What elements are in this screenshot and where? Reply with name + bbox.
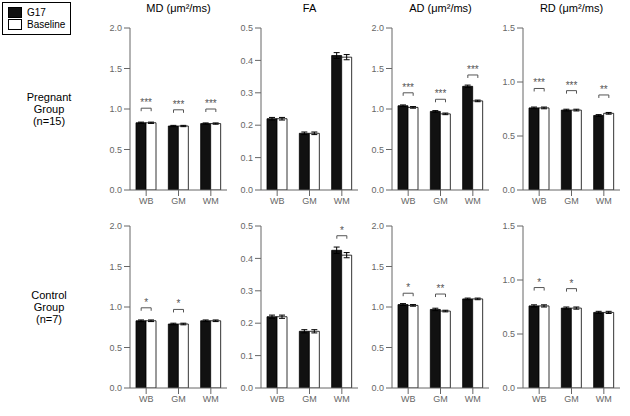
svg-text:0.2: 0.2 [240, 318, 253, 328]
svg-text:*: * [406, 282, 410, 293]
svg-text:1.5: 1.5 [502, 23, 515, 33]
svg-text:0.0: 0.0 [240, 383, 253, 393]
svg-text:WM: WM [596, 196, 612, 206]
svg-text:GM: GM [564, 196, 579, 206]
svg-text:0.0: 0.0 [371, 383, 384, 393]
html-text:FA: FA [302, 2, 317, 14]
svg-text:0.0: 0.0 [502, 383, 515, 393]
svg-text:WB: WB [139, 394, 154, 404]
svg-text:1.0: 1.0 [502, 275, 515, 285]
html-text:RD (μm²/ms): RD (μm²/ms) [539, 2, 604, 14]
svg-text:WM: WM [596, 394, 612, 404]
svg-text:1.0: 1.0 [371, 302, 384, 312]
svg-text:WM: WM [203, 394, 219, 404]
svg-text:GM: GM [433, 196, 448, 206]
svg-text:0.2: 0.2 [240, 120, 253, 130]
svg-text:2.0: 2.0 [371, 221, 384, 231]
svg-text:*: * [340, 226, 344, 236]
svg-text:WB: WB [401, 394, 416, 404]
svg-text:WM: WM [465, 196, 481, 206]
html-text:MD (μm²/ms): MD (μm²/ms) [146, 2, 211, 14]
svg-text:WB: WB [270, 394, 285, 404]
svg-text:0.0: 0.0 [240, 185, 253, 195]
svg-text:0.5: 0.5 [109, 145, 122, 155]
svg-text:*: * [144, 297, 148, 308]
svg-text:1.5: 1.5 [109, 64, 122, 74]
html-text:Pregnant Group (n=15): Pregnant Group (n=15) [26, 91, 72, 127]
svg-text:0.0: 0.0 [109, 383, 122, 393]
svg-text:0.0: 0.0 [109, 185, 122, 195]
svg-text:WM: WM [465, 394, 481, 404]
svg-text:0.1: 0.1 [240, 351, 253, 361]
svg-text:***: *** [205, 98, 217, 109]
svg-text:1.0: 1.0 [502, 77, 515, 87]
svg-text:1.0: 1.0 [109, 302, 122, 312]
html-text:G17: G17 [27, 7, 46, 18]
svg-text:0.3: 0.3 [240, 286, 253, 296]
svg-text:*: * [570, 278, 574, 289]
svg-text:0.3: 0.3 [240, 88, 253, 98]
svg-text:WM: WM [334, 196, 350, 206]
svg-text:0.5: 0.5 [240, 23, 253, 33]
svg-text:1.0: 1.0 [371, 104, 384, 114]
svg-text:0.0: 0.0 [502, 185, 515, 195]
svg-text:***: *** [533, 77, 545, 88]
svg-text:0.5: 0.5 [371, 145, 384, 155]
svg-text:0.0: 0.0 [371, 185, 384, 195]
svg-text:***: *** [467, 64, 479, 75]
svg-text:***: *** [140, 97, 152, 108]
svg-text:**: ** [437, 283, 445, 294]
svg-text:GM: GM [302, 394, 317, 404]
svg-text:0.5: 0.5 [502, 131, 515, 141]
svg-text:2.0: 2.0 [109, 221, 122, 231]
svg-text:***: *** [173, 99, 185, 110]
svg-text:1.0: 1.0 [109, 104, 122, 114]
svg-text:WB: WB [532, 196, 547, 206]
html-text:Control Group (n=7): Control Group (n=7) [31, 289, 67, 325]
svg-text:*: * [177, 298, 181, 309]
svg-text:1.5: 1.5 [502, 221, 515, 231]
svg-text:GM: GM [171, 196, 186, 206]
svg-text:2.0: 2.0 [371, 23, 384, 33]
svg-text:**: ** [600, 84, 608, 95]
svg-text:1.5: 1.5 [109, 262, 122, 272]
svg-text:0.4: 0.4 [240, 254, 253, 264]
svg-text:WM: WM [203, 196, 219, 206]
svg-text:0.5: 0.5 [371, 343, 384, 353]
svg-text:***: *** [402, 82, 414, 93]
svg-text:***: *** [566, 80, 578, 91]
svg-text:*: * [537, 277, 541, 288]
svg-text:***: *** [435, 88, 447, 99]
svg-text:WB: WB [401, 196, 416, 206]
svg-text:0.1: 0.1 [240, 153, 253, 163]
svg-text:GM: GM [564, 394, 579, 404]
html-text:Baseline: Baseline [27, 19, 66, 30]
svg-text:WB: WB [270, 196, 285, 206]
svg-text:0.4: 0.4 [240, 56, 253, 66]
svg-text:WB: WB [532, 394, 547, 404]
svg-text:0.5: 0.5 [240, 221, 253, 231]
svg-text:0.5: 0.5 [109, 343, 122, 353]
svg-text:2.0: 2.0 [109, 23, 122, 33]
svg-text:0.5: 0.5 [502, 329, 515, 339]
svg-text:WB: WB [139, 196, 154, 206]
svg-text:GM: GM [302, 196, 317, 206]
svg-text:1.5: 1.5 [371, 262, 384, 272]
svg-text:GM: GM [433, 394, 448, 404]
svg-text:1.5: 1.5 [371, 64, 384, 74]
html-text:AD (μm²/ms): AD (μm²/ms) [409, 2, 472, 14]
svg-text:GM: GM [171, 394, 186, 404]
svg-text:WM: WM [334, 394, 350, 404]
